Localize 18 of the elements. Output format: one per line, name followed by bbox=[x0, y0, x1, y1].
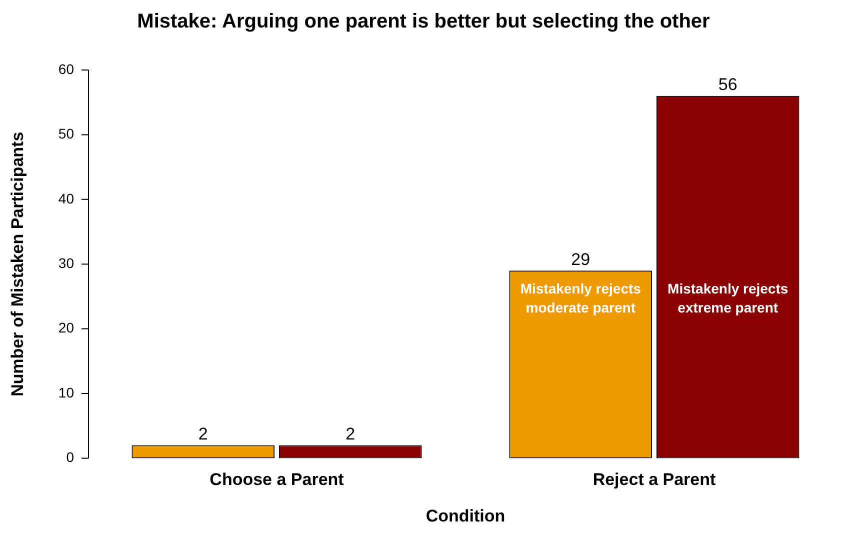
x-tick-label: Choose a Parent bbox=[210, 470, 344, 490]
series-label: Mistakenly rejects extreme parent bbox=[668, 280, 788, 316]
data-label: 29 bbox=[571, 250, 590, 269]
x-tick-label: Reject a Parent bbox=[592, 470, 716, 490]
series-label: Mistakenly rejects moderate parent bbox=[520, 280, 642, 316]
y-tick-label: 50 bbox=[58, 126, 74, 142]
y-tick-label: 60 bbox=[58, 60, 74, 77]
data-label: 56 bbox=[718, 75, 738, 94]
data-label: 2 bbox=[198, 424, 208, 444]
y-tick-label: 30 bbox=[58, 254, 74, 271]
y-tick-label: 10 bbox=[58, 384, 74, 400]
y-tick-label: 40 bbox=[58, 190, 74, 206]
y-tick-label: 0 bbox=[66, 449, 74, 466]
y-tick-label: 20 bbox=[58, 320, 74, 336]
chart-title: Mistake: Arguing one parent is better but selecting the other bbox=[137, 10, 710, 33]
data-label: 2 bbox=[346, 424, 356, 444]
y-axis-title: Number of Mistaken Participants bbox=[8, 132, 27, 396]
x-axis-title: Condition bbox=[426, 506, 506, 526]
